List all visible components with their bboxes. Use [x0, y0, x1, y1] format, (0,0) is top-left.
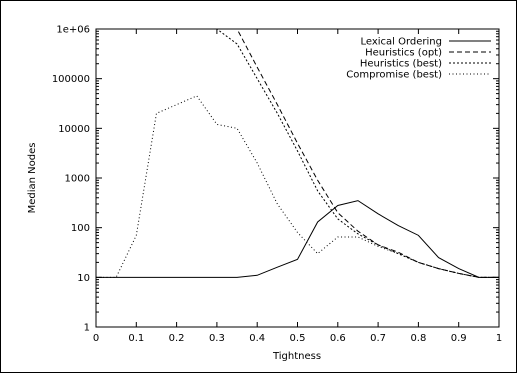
- series-line-4: [96, 95, 499, 278]
- y-tick-label: 100: [71, 223, 90, 234]
- series-line-3: [96, 28, 499, 278]
- series-lines: [96, 28, 499, 278]
- y-axis-label: Median Nodes: [27, 143, 38, 214]
- x-tick-label: 0.4: [249, 333, 265, 344]
- x-axis-label: Tightness: [272, 351, 321, 362]
- x-tick-label: 0.3: [209, 333, 225, 344]
- legend-label: Lexical Ordering: [360, 37, 442, 48]
- x-tick-label: 0.7: [370, 333, 386, 344]
- legend-label: Heuristics (opt): [365, 48, 442, 59]
- x-tick-label: 0.6: [330, 333, 346, 344]
- legend-label: Compromise (best): [346, 70, 442, 81]
- x-tick-label: 0.5: [290, 333, 306, 344]
- x-tick-label: 0.8: [410, 333, 426, 344]
- x-tick-label: 0: [93, 333, 99, 344]
- y-tick-label: 1000: [65, 174, 90, 185]
- y-tick-label: 1: [84, 323, 90, 334]
- y-tick-label: 10: [77, 273, 90, 284]
- x-tick-label: 0.1: [128, 333, 144, 344]
- y-tick-label: 100000: [52, 74, 90, 85]
- y-tick-label: 1e+06: [56, 25, 90, 36]
- x-tick-label: 1: [496, 333, 502, 344]
- series-line-2: [96, 28, 499, 278]
- x-tick-label: 0.9: [451, 333, 467, 344]
- y-tick-label: 10000: [58, 124, 90, 135]
- legend-label: Heuristics (best): [360, 59, 442, 70]
- series-line-1: [96, 200, 499, 278]
- x-tick-label: 0.2: [169, 333, 185, 344]
